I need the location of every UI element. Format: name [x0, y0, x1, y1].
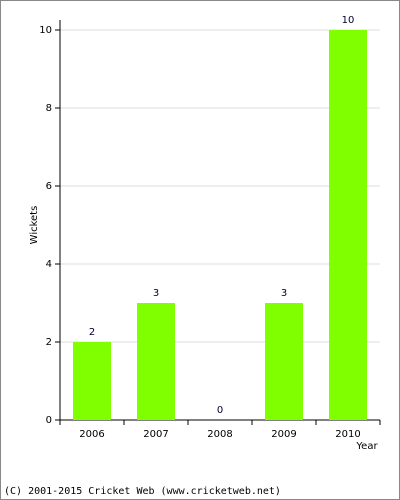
x-tick-label: 2006: [79, 429, 104, 440]
bar: [265, 303, 303, 420]
value-label: 0: [217, 405, 223, 416]
value-label: 3: [153, 288, 159, 299]
y-tick-label: 6: [46, 181, 52, 192]
y-tick-label: 4: [46, 259, 52, 270]
value-label: 10: [342, 15, 355, 26]
y-tick-label: 0: [46, 415, 52, 426]
value-label: 3: [281, 288, 287, 299]
y-tick-label: 10: [39, 25, 52, 36]
x-tick-label: 2009: [271, 429, 296, 440]
bar: [137, 303, 175, 420]
value-label: 2: [89, 327, 95, 338]
bar: [329, 30, 367, 420]
y-tick-label: 2: [46, 337, 52, 348]
x-tick-label: 2008: [207, 429, 232, 440]
y-tick-label: 8: [46, 103, 52, 114]
bar: [73, 342, 111, 420]
footer: (C) 2001-2015 Cricket Web (www.cricketwe…: [4, 486, 281, 497]
x-tick-label: 2010: [335, 429, 360, 440]
x-axis-label: Year: [355, 441, 378, 452]
x-tick-label: 2007: [143, 429, 168, 440]
y-axis-label: Wickets: [29, 206, 40, 245]
